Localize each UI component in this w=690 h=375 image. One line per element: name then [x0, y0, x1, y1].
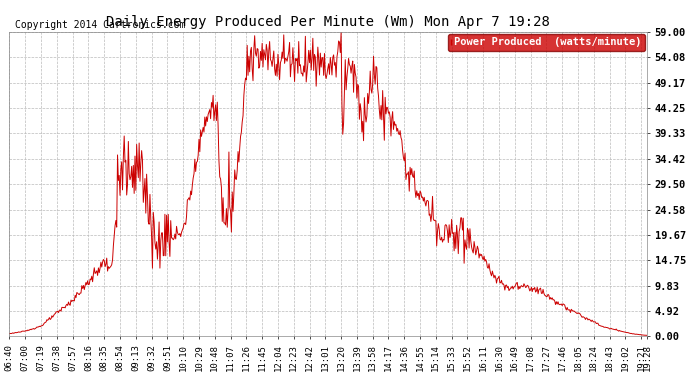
Legend: Power Produced  (watts/minute): Power Produced (watts/minute) — [448, 34, 645, 51]
Text: Copyright 2014 Cartronics.com: Copyright 2014 Cartronics.com — [15, 20, 186, 30]
Title: Daily Energy Produced Per Minute (Wm) Mon Apr 7 19:28: Daily Energy Produced Per Minute (Wm) Mo… — [106, 15, 550, 29]
